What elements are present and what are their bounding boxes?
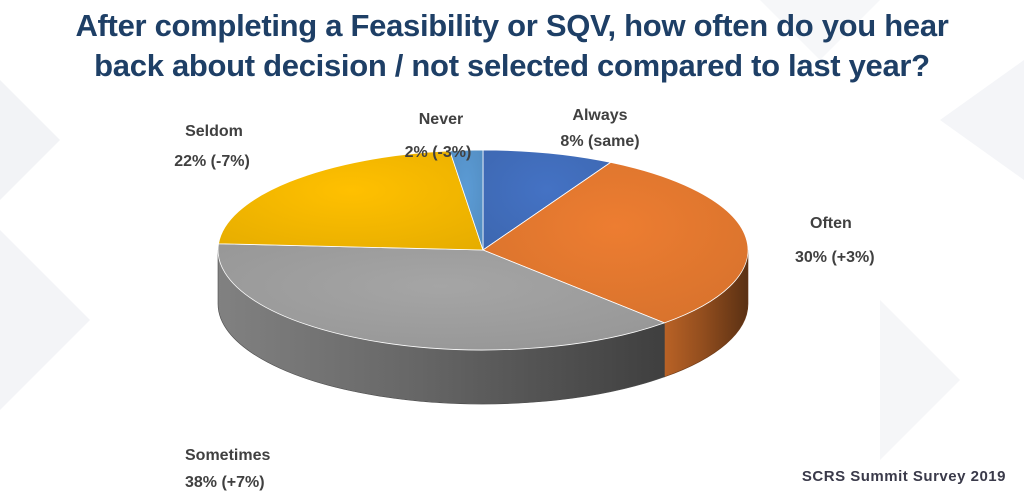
data-label-never-value: 2% (-3%) [405,144,472,161]
data-label-often-name: Often [810,215,852,232]
pie-slice-often [482,161,749,324]
pie-labels: Always 8% (same) Often 30% (+3%) Sometimes 38… [174,107,874,491]
data-label-seldom-value: 22% (-7%) [174,153,250,170]
data-label-seldom-name: Seldom [185,123,243,140]
data-label-never-name: Never [419,111,463,128]
chart-title: After completing a Feasibility or SQV, h… [0,6,1024,86]
data-label-always-value: 8% (same) [560,133,639,150]
data-label-often-value: 30% (+3%) [795,249,875,266]
pie-slice-never [449,149,484,251]
pie-slice-seldom [218,150,484,251]
pie-slice-always [482,149,612,251]
chart-title-line-2: back about decision / not selected compa… [94,48,930,83]
data-label-always-name: Always [572,107,627,124]
source-note: SCRS Summit Survey 2019 [801,468,1006,485]
data-label-sometimes-name: Sometimes [185,447,270,464]
chart-title-line-1: After completing a Feasibility or SQV, h… [75,8,949,43]
data-label-sometimes-value: 38% (+7%) [185,474,265,491]
pie-slices [217,149,749,351]
pie-slice-sometimes [217,243,665,351]
